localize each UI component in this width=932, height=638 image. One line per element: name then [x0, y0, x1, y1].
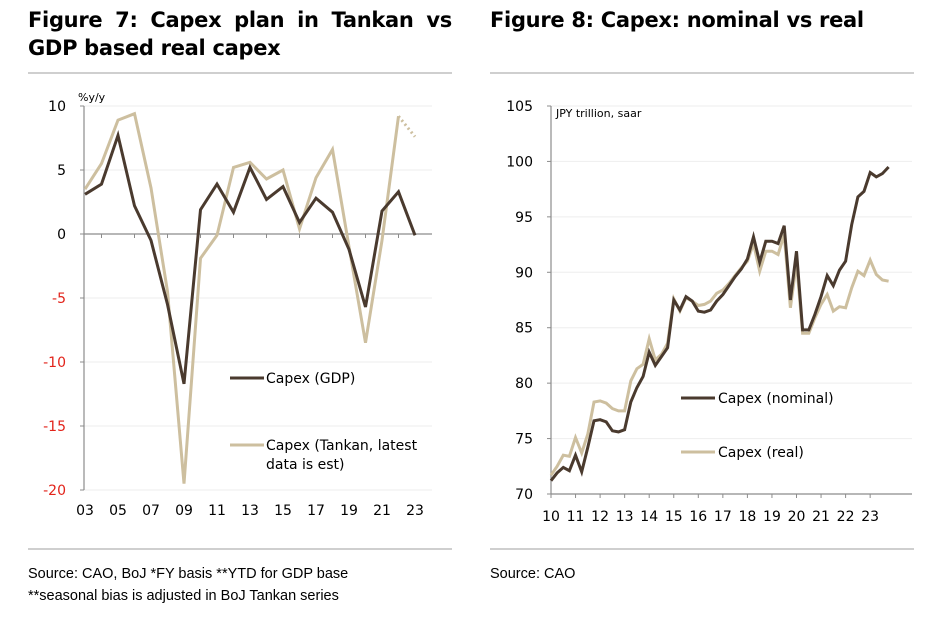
x-tick-label: 09 — [175, 503, 193, 519]
x-tick-label: 19 — [340, 503, 358, 519]
y-tick-label: 10 — [48, 99, 66, 115]
y-tick-label: 0 — [57, 227, 66, 243]
legend-label-capex-real: Capex (real) — [718, 445, 804, 461]
y-tick-label: 100 — [506, 154, 533, 170]
series-line-capex-tankan-estimate — [397, 115, 417, 138]
figure-7-source-line-1: Source: CAO, BoJ *FY basis **YTD for GDP… — [28, 566, 349, 582]
x-tick-label: 11 — [567, 509, 585, 525]
x-tick-label: 23 — [861, 509, 879, 525]
y-tick-label: 95 — [515, 210, 533, 226]
legend-label-capex-nominal: Capex (nominal) — [718, 391, 834, 407]
x-tick-label: 18 — [738, 509, 756, 525]
x-tick-label: 15 — [274, 503, 292, 519]
figure-8-x-tick-labels: 10 11 12 13 14 15 16 17 18 19 20 21 22 23 — [542, 509, 879, 525]
x-tick-label: 07 — [142, 503, 160, 519]
figure-8-bottom-rule — [490, 548, 914, 550]
figure-8-source: Source: CAO — [490, 566, 576, 582]
x-tick-label: 13 — [241, 503, 259, 519]
x-tick-label: 10 — [542, 509, 560, 525]
x-tick-label: 12 — [591, 509, 609, 525]
figure-8-legend: Capex (nominal) Capex (real) — [681, 391, 834, 461]
figure-8-gridlines — [551, 105, 912, 440]
figure-7-bottom-rule — [28, 548, 452, 550]
x-tick-label: 13 — [616, 509, 634, 525]
figure-8-top-rule — [490, 72, 914, 74]
figure-8-y-tick-labels: 105 100 95 90 85 80 75 70 — [506, 99, 533, 503]
figure-7-series — [83, 111, 417, 484]
y-tick-label: -20 — [43, 483, 66, 499]
y-tick-label: -5 — [52, 291, 66, 307]
figure-7-source-line-2: **seasonal bias is adjusted in BoJ Tanka… — [28, 588, 339, 604]
figure-7-axes — [80, 105, 432, 491]
series-line-capex-nominal — [549, 165, 890, 482]
figure-7-y-tick-labels: 10 5 0 -5 -10 -15 -20 — [43, 99, 66, 499]
y-tick-label: 85 — [515, 321, 533, 337]
y-tick-label: 5 — [57, 163, 66, 179]
legend-label-capex-tankan-line1: Capex (Tankan, latest — [266, 438, 418, 454]
figure-7-source: Source: CAO, BoJ *FY basis **YTD for GDP… — [28, 563, 452, 607]
x-tick-label: 21 — [373, 503, 391, 519]
y-tick-label: 70 — [515, 487, 533, 503]
legend-label-capex-tankan-line2: data is est) — [266, 457, 344, 473]
figure-7-unit-label: %y/y — [78, 91, 106, 104]
y-tick-label: 80 — [515, 376, 533, 392]
figure-7-legend: Capex (GDP) Capex (Tankan, latest data i… — [230, 371, 418, 473]
series-line-capex-gdp — [84, 129, 417, 385]
figure-7-title: Figure 7: Capex plan in Tankan vs GDP ba… — [28, 8, 452, 60]
figure-8-series — [549, 165, 890, 482]
x-tick-label: 22 — [837, 509, 855, 525]
x-tick-label: 17 — [307, 503, 325, 519]
x-tick-label: 15 — [665, 509, 683, 525]
x-tick-label: 16 — [689, 509, 707, 525]
figure-8-title: Figure 8: Capex: nominal vs real — [490, 8, 864, 32]
y-tick-label: -10 — [43, 355, 66, 371]
figure-8-unit-label: JPY trillion, saar — [555, 107, 642, 120]
x-tick-label: 03 — [76, 503, 94, 519]
y-tick-label: 75 — [515, 432, 533, 448]
x-tick-label: 11 — [208, 503, 226, 519]
y-tick-label: 105 — [506, 99, 533, 115]
figure-7-top-rule — [28, 72, 452, 74]
series-line-capex-real — [549, 234, 889, 477]
x-tick-label: 05 — [109, 503, 127, 519]
x-tick-label: 20 — [788, 509, 806, 525]
figure-8-axes — [547, 105, 912, 498]
y-tick-label: 90 — [515, 265, 533, 281]
series-line-capex-tankan — [83, 111, 400, 484]
y-tick-label: -15 — [43, 419, 66, 435]
x-tick-label: 17 — [714, 509, 732, 525]
x-tick-label: 19 — [763, 509, 781, 525]
figure-7-x-tick-labels: 03 05 07 09 11 13 15 17 19 21 23 — [76, 503, 424, 519]
legend-label-capex-gdp: Capex (GDP) — [266, 371, 355, 387]
x-tick-label: 21 — [812, 509, 830, 525]
x-tick-label: 23 — [406, 503, 424, 519]
x-tick-label: 14 — [640, 509, 658, 525]
